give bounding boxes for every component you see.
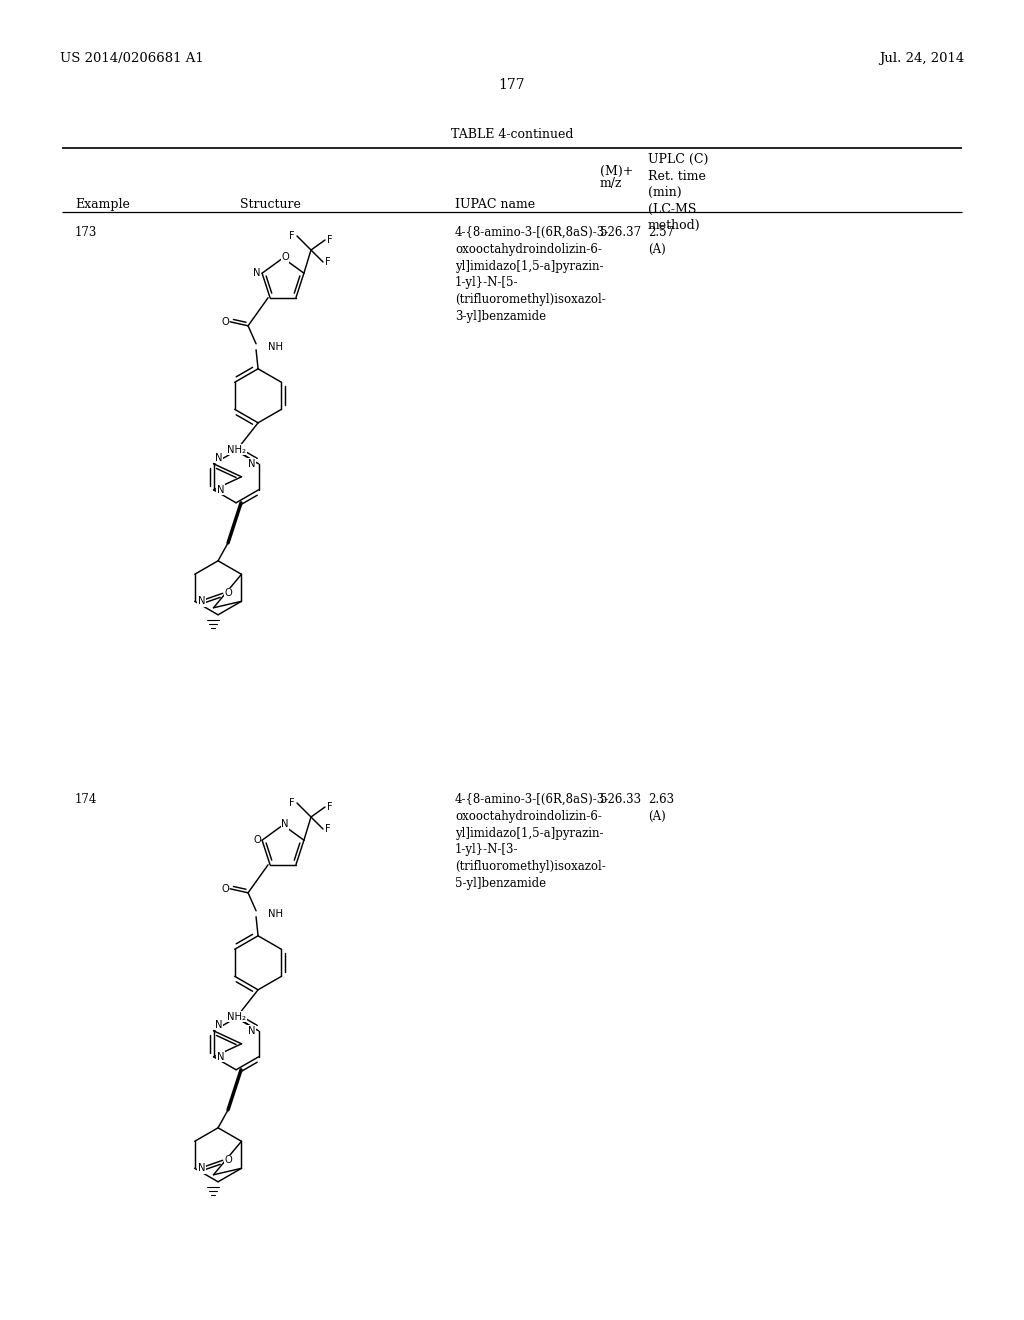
Text: Jul. 24, 2014: Jul. 24, 2014 — [879, 51, 964, 65]
Text: NH₂: NH₂ — [227, 1012, 246, 1022]
Text: (M)+: (M)+ — [600, 165, 634, 178]
Text: N: N — [215, 1020, 222, 1030]
Text: F: F — [326, 824, 331, 834]
Text: N: N — [198, 597, 206, 606]
Text: F: F — [326, 257, 331, 267]
Text: 4-{8-amino-3-[(6R,8aS)-3-
oxooctahydroindolizin-6-
yl]imidazo[1,5-a]pyrazin-
1-y: 4-{8-amino-3-[(6R,8aS)-3- oxooctahydroin… — [455, 793, 609, 890]
Text: 173: 173 — [75, 226, 97, 239]
Text: UPLC (C)
Ret. time
(min)
(LC-MS
method): UPLC (C) Ret. time (min) (LC-MS method) — [648, 153, 709, 232]
Text: TABLE 4-continued: TABLE 4-continued — [451, 128, 573, 141]
Text: m/z: m/z — [600, 177, 623, 190]
Text: Example: Example — [75, 198, 130, 211]
Text: 526.37: 526.37 — [600, 226, 641, 239]
Text: 4-{8-amino-3-[(6R,8aS)-3-
oxooctahydroindolizin-6-
yl]imidazo[1,5-a]pyrazin-
1-y: 4-{8-amino-3-[(6R,8aS)-3- oxooctahydroin… — [455, 226, 609, 323]
Text: 177: 177 — [499, 78, 525, 92]
Text: N: N — [198, 1163, 206, 1173]
Text: 2.63
(A): 2.63 (A) — [648, 793, 674, 822]
Text: N: N — [217, 484, 224, 495]
Text: O: O — [221, 884, 229, 894]
Text: NH: NH — [268, 908, 283, 919]
Text: F: F — [328, 803, 333, 812]
Text: N: N — [248, 459, 255, 469]
Text: NH₂: NH₂ — [227, 445, 246, 455]
Text: F: F — [289, 231, 295, 242]
Text: F: F — [289, 799, 295, 808]
Text: 174: 174 — [75, 793, 97, 807]
Text: N: N — [282, 818, 289, 829]
Text: O: O — [225, 589, 232, 598]
Text: N: N — [253, 268, 261, 279]
Text: Structure: Structure — [240, 198, 301, 211]
Text: N: N — [215, 453, 222, 463]
Text: O: O — [221, 317, 229, 327]
Text: O: O — [253, 836, 261, 845]
Text: NH: NH — [268, 342, 283, 352]
Text: IUPAC name: IUPAC name — [455, 198, 536, 211]
Text: US 2014/0206681 A1: US 2014/0206681 A1 — [60, 51, 204, 65]
Text: O: O — [225, 1155, 232, 1166]
Text: N: N — [248, 1026, 255, 1036]
Text: 2.57
(A): 2.57 (A) — [648, 226, 674, 256]
Text: O: O — [282, 252, 289, 261]
Text: N: N — [217, 1052, 224, 1061]
Text: F: F — [328, 235, 333, 246]
Text: 526.33: 526.33 — [600, 793, 641, 807]
